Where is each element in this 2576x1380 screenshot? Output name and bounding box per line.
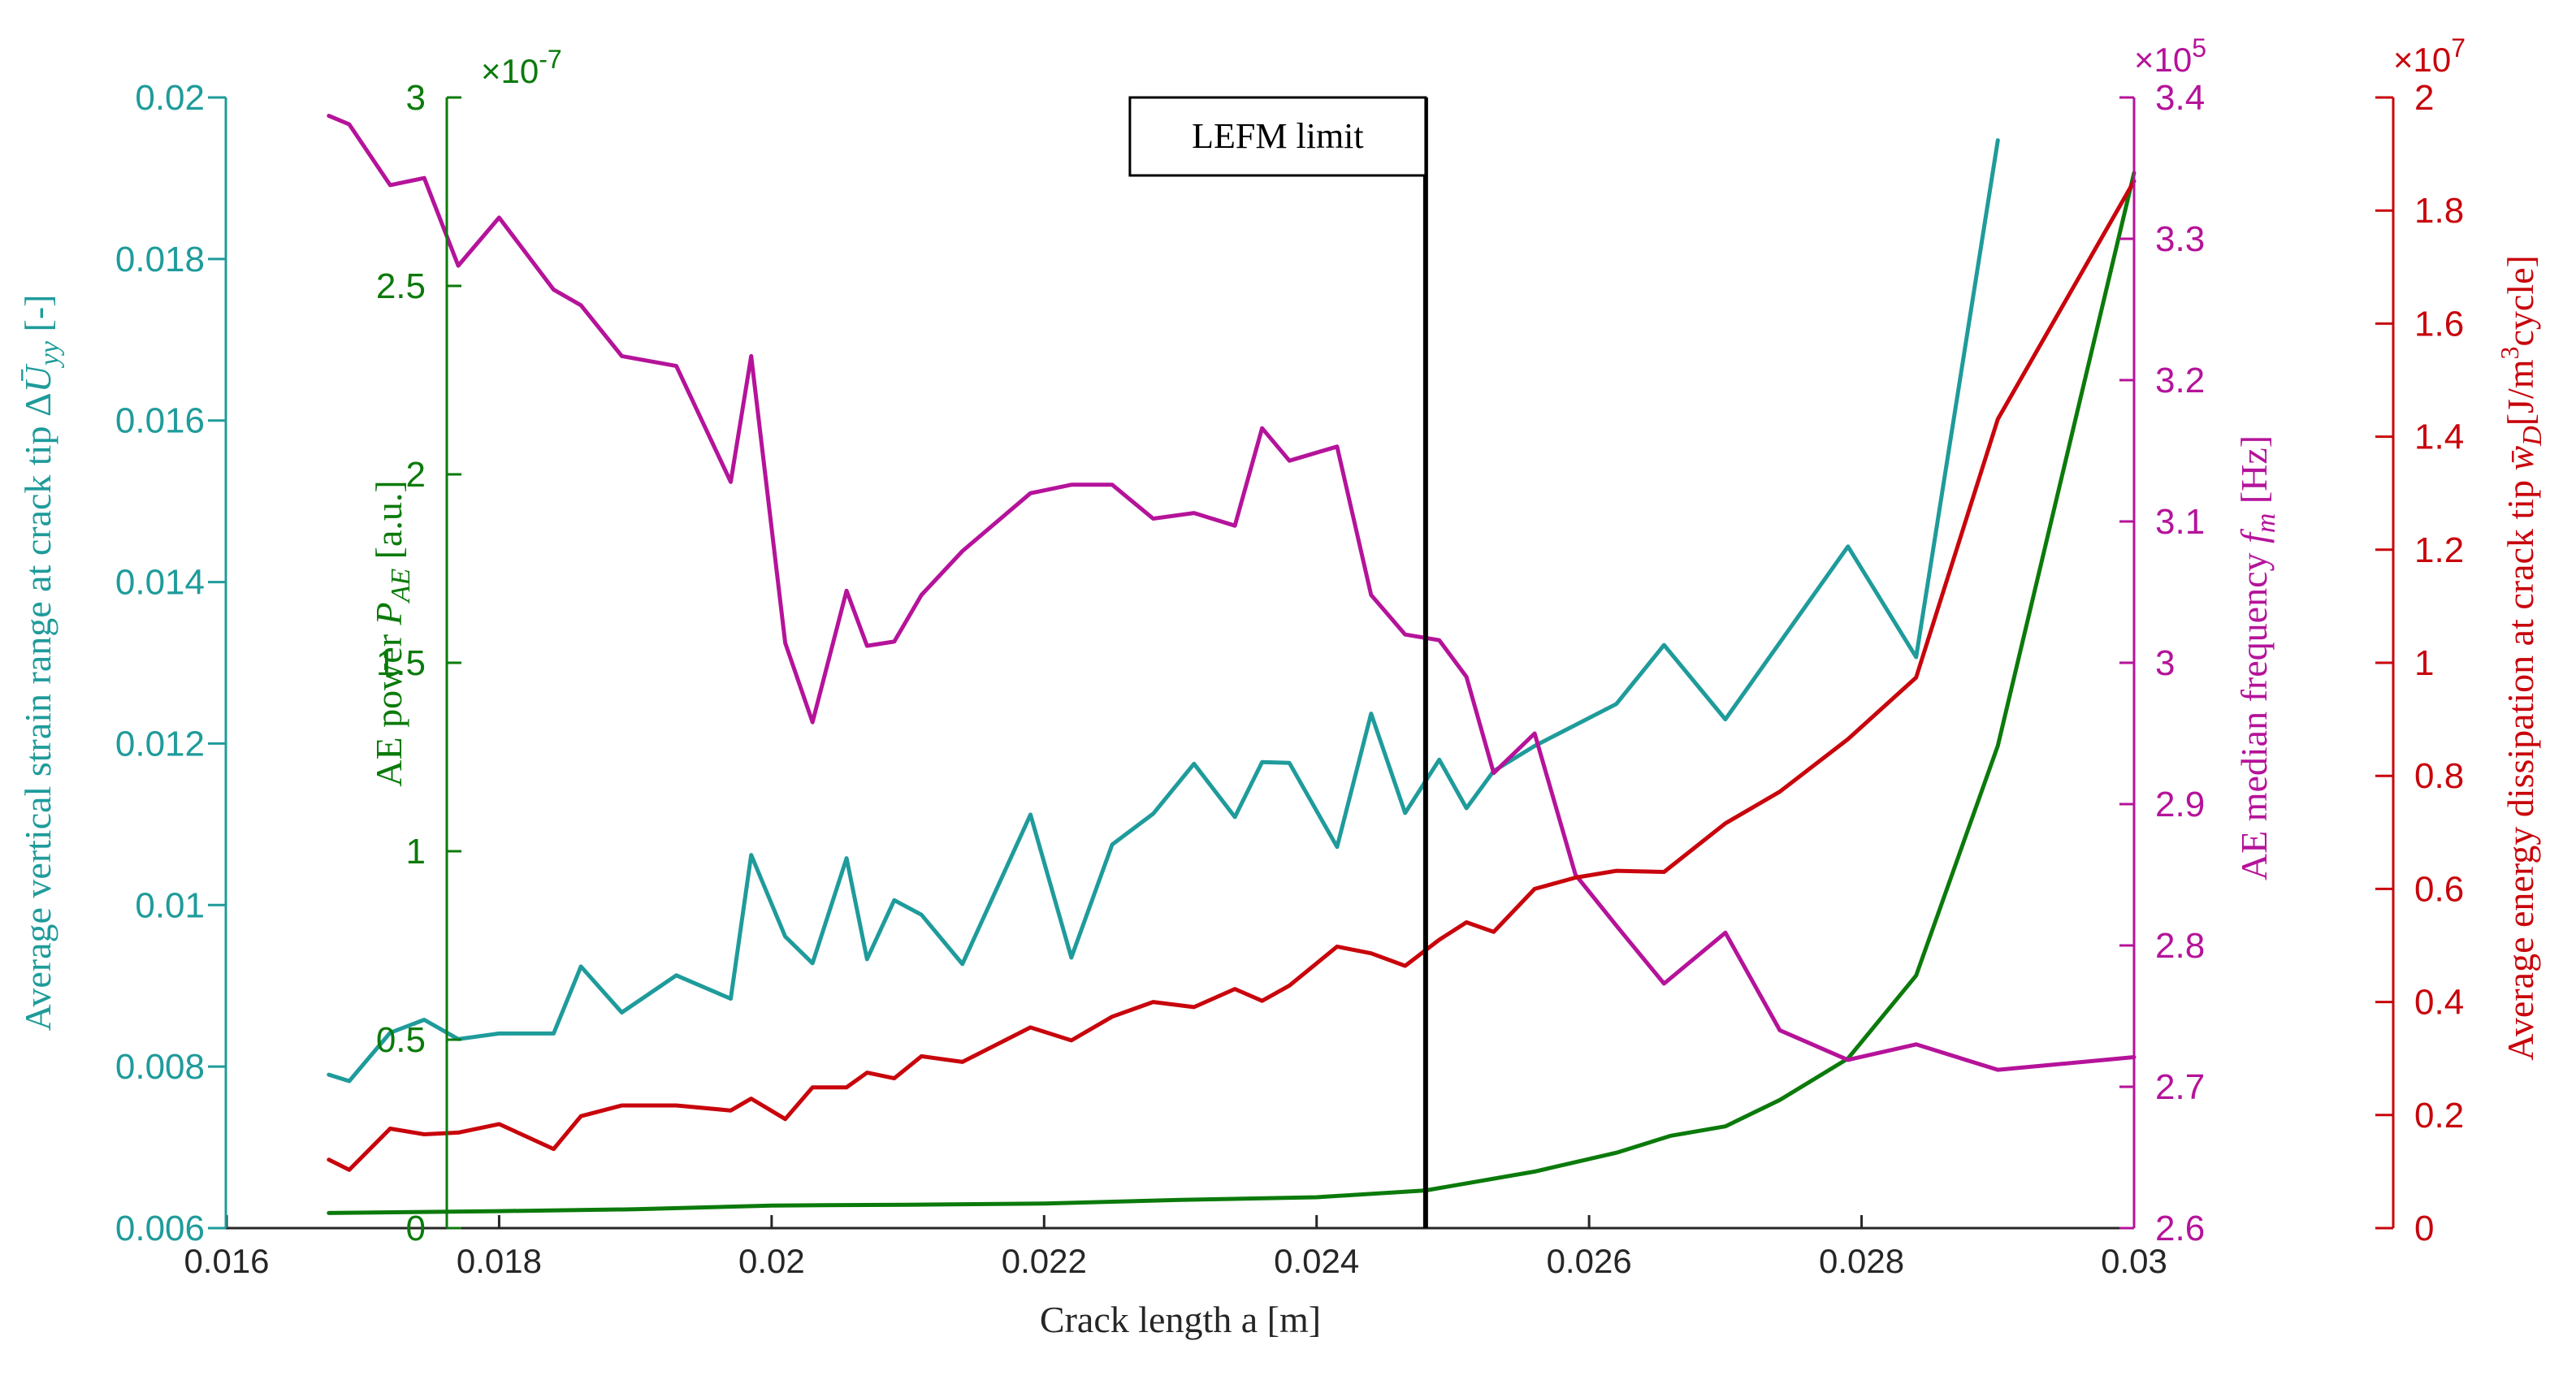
freq-tick-label: 3.3: [2155, 219, 2205, 259]
axes-layer: 0.016 0.018 0.02 0.022 0.024 0.026 0.028 0.03Cr…: [17, 33, 2548, 1340]
freq-series-line: [327, 114, 2137, 1072]
power-tick-label: 2.5: [376, 266, 426, 306]
energy-tick-label: 2: [2414, 78, 2434, 118]
strain-tick-label: 0.014: [115, 563, 205, 603]
power-tick-label: 1: [406, 832, 426, 872]
strain-tick-label: 0.008: [115, 1047, 205, 1087]
power-series-line: [327, 171, 2137, 1215]
strain-tick-label: 0.016: [115, 401, 205, 441]
x-tick-label: 0.022: [1002, 1242, 1087, 1280]
energy-tick-label: 0.6: [2414, 869, 2464, 909]
lefm-limit-box: [1128, 96, 1427, 177]
power-tick-label: 3: [406, 78, 426, 118]
strain-tick-label: 0.012: [115, 724, 205, 764]
freq-tick-label: 2.6: [2155, 1209, 2205, 1248]
x-tick-label: 0.026: [1547, 1242, 1632, 1280]
energy-tick-label: 1.2: [2414, 530, 2464, 570]
strain-tick-label: 0.006: [115, 1209, 205, 1248]
freq-tick-label: 3.2: [2155, 361, 2205, 400]
freq-tick-label: 2.8: [2155, 926, 2205, 966]
power-tick-label: 2: [406, 455, 426, 495]
freq-axis-label: AE median frequency fm [Hz]: [2233, 435, 2281, 880]
freq-tick-label: 2.7: [2155, 1067, 2205, 1107]
power-tick-label: 0: [406, 1209, 426, 1248]
power-exponent-label: ×10-7: [481, 45, 562, 90]
power-tick-label: 0.5: [376, 1020, 426, 1060]
energy-tick-label: 1.6: [2414, 304, 2464, 344]
energy-tick-label: 0.8: [2414, 756, 2464, 796]
lefm-limit-label: LEFM limit: [1192, 116, 1363, 156]
x-tick-label: 0.028: [1819, 1242, 1904, 1280]
energy-tick-label: 1: [2414, 643, 2434, 683]
x-tick-label: 0.02: [738, 1242, 805, 1280]
freq-tick-label: 3.1: [2155, 502, 2205, 542]
strain-series-line: [327, 138, 2000, 1084]
freq-tick-label: 2.9: [2155, 785, 2205, 824]
strain-tick-label: 0.02: [135, 78, 205, 118]
strain-tick-label: 0.018: [115, 240, 205, 279]
energy-exponent-label: ×107: [2393, 33, 2466, 79]
series-layer: [327, 114, 2137, 1215]
x-tick-label: 0.03: [2101, 1242, 2167, 1280]
strain-tick-label: 0.01: [135, 885, 205, 925]
freq-tick-label: 3.4: [2155, 78, 2205, 118]
energy-tick-label: 0: [2414, 1209, 2434, 1248]
strain-axis-label: Average vertical strain range at crack t…: [17, 295, 65, 1032]
freq-tick-label: 3: [2155, 643, 2175, 683]
x-tick-label: 0.016: [184, 1242, 269, 1280]
x-axis-label: Crack length a [m]: [1040, 1299, 1321, 1340]
energy-tick-label: 0.2: [2414, 1096, 2464, 1136]
energy-tick-label: 0.4: [2414, 983, 2464, 1023]
energy-axis-label: Average energy dissipation at crack tip …: [2495, 255, 2548, 1061]
energy-tick-label: 1.8: [2414, 191, 2464, 231]
annotation-layer: LEFM limit: [1128, 96, 1428, 1228]
x-tick-label: 0.024: [1274, 1242, 1359, 1280]
energy-series-line: [327, 179, 2137, 1172]
freq-exponent-label: ×105: [2134, 33, 2206, 79]
x-tick-label: 0.018: [457, 1242, 542, 1280]
power-tick-label: 1.5: [376, 643, 426, 683]
energy-tick-label: 1.4: [2414, 417, 2464, 457]
power-axis-label: AE power PAE [a.u.]: [368, 480, 416, 787]
